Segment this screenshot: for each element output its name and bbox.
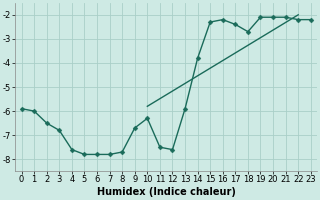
X-axis label: Humidex (Indice chaleur): Humidex (Indice chaleur) [97,187,236,197]
